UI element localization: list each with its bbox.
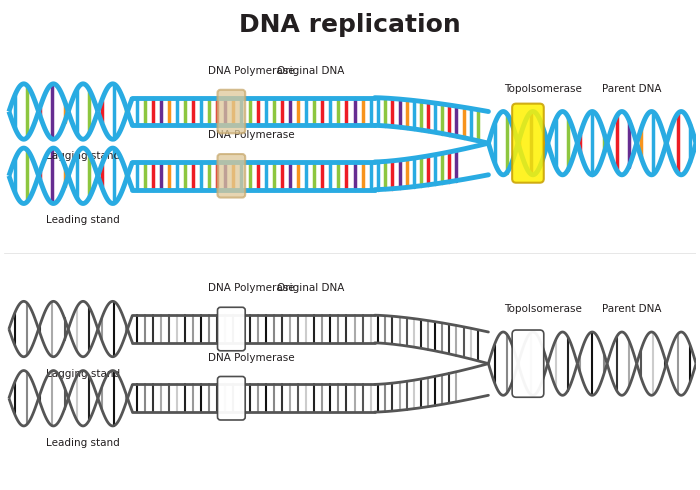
Text: Topolsomerase: Topolsomerase <box>504 84 582 94</box>
Text: DNA Polymerase: DNA Polymerase <box>208 283 295 294</box>
Text: Original DNA: Original DNA <box>276 66 344 76</box>
FancyBboxPatch shape <box>218 307 245 351</box>
Text: Parent DNA: Parent DNA <box>602 84 662 94</box>
Text: DNA Polymerase: DNA Polymerase <box>208 66 295 76</box>
Text: Leading stand: Leading stand <box>46 438 120 448</box>
Text: Lagging stand: Lagging stand <box>46 151 120 161</box>
FancyBboxPatch shape <box>218 154 245 197</box>
FancyBboxPatch shape <box>218 376 245 420</box>
Text: Lagging stand: Lagging stand <box>46 368 120 379</box>
Text: Parent DNA: Parent DNA <box>602 304 662 314</box>
Text: DNA replication: DNA replication <box>239 13 461 37</box>
Text: Leading stand: Leading stand <box>46 215 120 225</box>
Text: DNA Polymerase: DNA Polymerase <box>208 353 295 363</box>
FancyBboxPatch shape <box>218 90 245 133</box>
Text: Original DNA: Original DNA <box>276 283 344 294</box>
Text: Topolsomerase: Topolsomerase <box>504 304 582 314</box>
FancyBboxPatch shape <box>512 103 544 183</box>
Text: DNA Polymerase: DNA Polymerase <box>208 130 295 140</box>
FancyBboxPatch shape <box>512 330 544 397</box>
